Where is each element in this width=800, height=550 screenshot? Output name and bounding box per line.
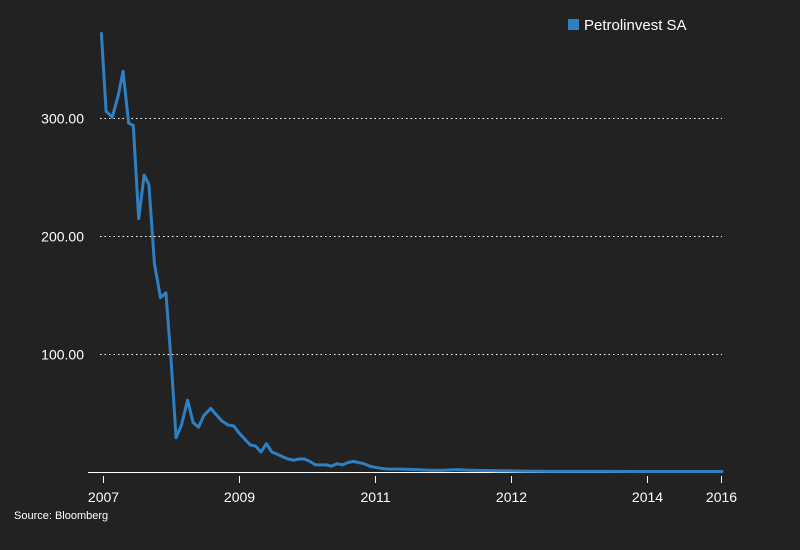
legend: Petrolinvest SA	[568, 17, 687, 34]
y-axis: 100.00 200.00 300.00	[41, 111, 84, 363]
series-line	[99, 32, 724, 473]
y-tick-label: 300.00	[41, 111, 84, 127]
x-tick-label: 2012	[496, 489, 527, 505]
legend-label: Petrolinvest SA	[584, 17, 687, 34]
x-tick-label: 2007	[88, 489, 119, 505]
y-gridlines	[100, 118, 722, 355]
x-tick-label: 2009	[224, 489, 255, 505]
x-tick-label: 2011	[360, 489, 390, 505]
source-note: Source: Bloomberg	[14, 510, 109, 522]
x-axis: 2007 2009 2011 2012 2014 2016	[88, 472, 737, 505]
x-tick-label: 2016	[706, 489, 737, 505]
y-tick-label: 100.00	[41, 347, 84, 363]
y-tick-label: 200.00	[41, 229, 84, 245]
series-layer	[99, 32, 724, 473]
x-tick-label: 2014	[632, 489, 663, 505]
legend-swatch	[568, 19, 579, 30]
